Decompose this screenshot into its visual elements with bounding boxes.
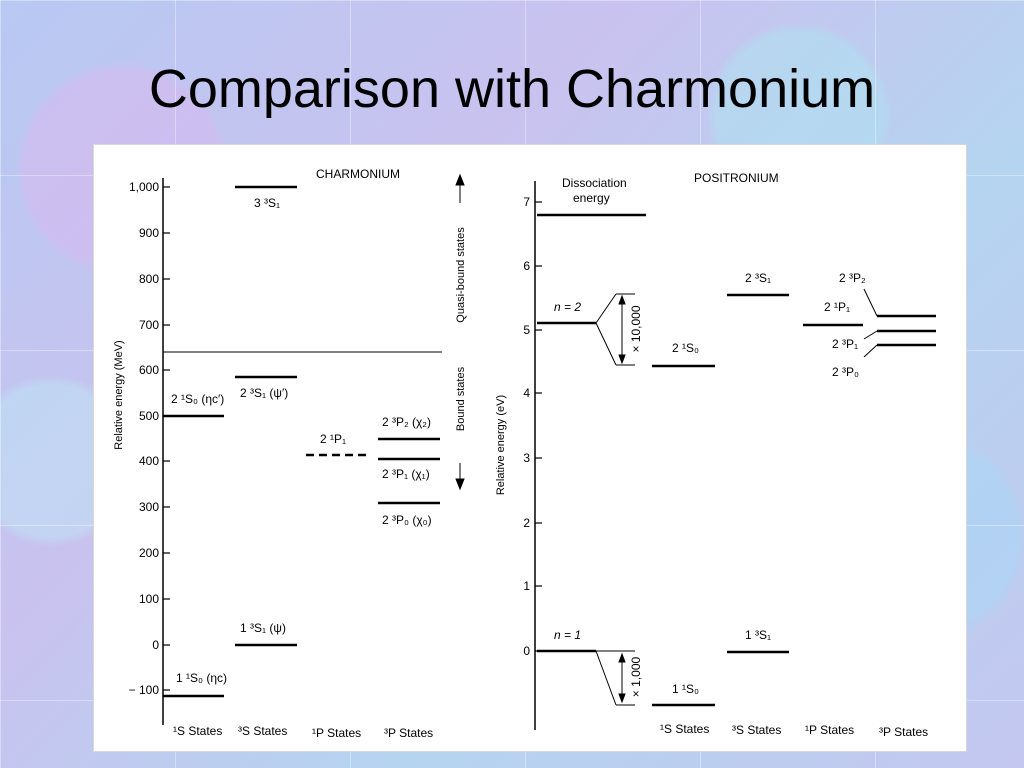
slide-title: Comparison with Charmonium <box>148 59 876 119</box>
label-2-3s1: 2 ³S₁ (ψ′) <box>240 386 288 400</box>
charmonium-y-axis-label: Relative energy (MeV) <box>113 340 125 449</box>
energy-level-figure: CHARMONIUM 1,000 900 800 700 600 500 400… <box>93 144 967 752</box>
charmonium-tick-100: 100 <box>139 592 159 606</box>
label-2-1p1: 2 ¹P₁ <box>320 432 346 446</box>
pos-col-3p: ³P States <box>879 725 928 739</box>
bound-states-label: Bound states <box>455 366 467 431</box>
scale-1000-label: × 1,000 <box>629 656 643 697</box>
n2-label: n = 2 <box>554 300 581 314</box>
label-2-1s0: 2 ¹S₀ (ηc′) <box>171 392 224 406</box>
charm-col-3p: ³P States <box>384 726 433 740</box>
charmonium-column-labels: ¹S States ³S States ¹P States ³P States <box>173 724 433 740</box>
pos-tick-4: 4 <box>523 386 530 400</box>
bound-arrow <box>455 463 465 491</box>
dissociation-label-line1: Dissociation <box>562 176 627 190</box>
pos-label-2-3p1: 2 ³P₁ <box>832 337 858 351</box>
charmonium-tick-900: 900 <box>139 226 159 240</box>
label-1-1s0: 1 ¹S₀ (ηc) <box>176 671 227 685</box>
quasi-bound-label: Quasi-bound states <box>455 227 467 323</box>
dissociation-label-line2: energy <box>573 191 610 205</box>
charm-col-1s: ¹S States <box>173 724 222 738</box>
pos-label-2-3p0: 2 ³P₀ <box>832 365 859 379</box>
label-3-3s1: 3 ³S₁ <box>254 196 280 210</box>
pos-tick-7: 7 <box>523 195 530 209</box>
charmonium-y-ticks <box>163 186 170 691</box>
charmonium-y-tick-labels: 1,000 900 800 700 600 500 400 300 200 10… <box>129 180 160 697</box>
positronium-column-labels: ¹S States ³S States ¹P States ³P States <box>660 722 928 739</box>
positronium-y-axis-label: Relative energy (eV) <box>495 395 507 495</box>
positronium-y-ticks <box>535 201 542 652</box>
charmonium-tick-600: 600 <box>139 363 159 377</box>
charmonium-tick-700: 700 <box>139 318 159 332</box>
pos-label-1-1s0: 1 ¹S₀ <box>672 682 699 696</box>
n2-split-fan <box>595 293 635 366</box>
label-1-3s1: 1 ³S₁ (ψ) <box>240 621 286 635</box>
charmonium-tick-1000: 1,000 <box>129 180 159 194</box>
positronium-y-tick-labels: 7 6 5 4 3 2 1 0 <box>523 195 530 658</box>
pos-label-2-1p1: 2 ¹P₁ <box>824 300 850 314</box>
label-2-3p2: 2 ³P₂ (χ₂) <box>382 415 431 429</box>
pos-label-1-3s1: 1 ³S₁ <box>745 628 771 642</box>
label-2-3p0: 2 ³P₀ (χ₀) <box>382 513 432 527</box>
positronium-panel-title: POSITRONIUM <box>694 171 779 185</box>
pos-col-1s: ¹S States <box>660 722 709 736</box>
charmonium-tick-800: 800 <box>139 272 159 286</box>
pos-col-1p: ¹P States <box>805 723 854 737</box>
n1-split-fan <box>595 650 635 706</box>
pos-tick-6: 6 <box>523 259 530 273</box>
scale-10000-label: × 10,000 <box>629 305 643 352</box>
pos-tick-3: 3 <box>523 451 530 465</box>
pos-tick-0: 0 <box>523 644 530 658</box>
label-2-3p1: 2 ³P₁ (χ₁) <box>382 467 430 481</box>
energy-level-diagram: CHARMONIUM 1,000 900 800 700 600 500 400… <box>113 167 936 740</box>
charm-col-3s: ³S States <box>238 724 287 738</box>
charm-col-1p: ¹P States <box>312 726 361 740</box>
pos-tick-2: 2 <box>523 516 530 530</box>
n1-label: n = 1 <box>554 628 581 642</box>
pos-col-3s: ³S States <box>732 723 781 737</box>
charmonium-tick-0: 0 <box>152 638 159 652</box>
charmonium-tick-500: 500 <box>139 409 159 423</box>
charmonium-tick-minus100: − 100 <box>129 683 160 697</box>
charmonium-panel-title: CHARMONIUM <box>316 167 400 181</box>
charmonium-tick-200: 200 <box>139 546 159 560</box>
pos-label-2-3s1: 2 ³S₁ <box>745 271 771 285</box>
charmonium-tick-300: 300 <box>139 500 159 514</box>
quasi-bound-arrow <box>455 173 465 203</box>
pos-label-2-3p2: 2 ³P₂ <box>839 271 866 285</box>
pos-label-2-1s0: 2 ¹S₀ <box>672 341 699 355</box>
pos-tick-5: 5 <box>523 323 530 337</box>
charmonium-tick-400: 400 <box>139 454 159 468</box>
pos-tick-1: 1 <box>523 579 530 593</box>
pos-p-fan-lines <box>863 288 878 358</box>
